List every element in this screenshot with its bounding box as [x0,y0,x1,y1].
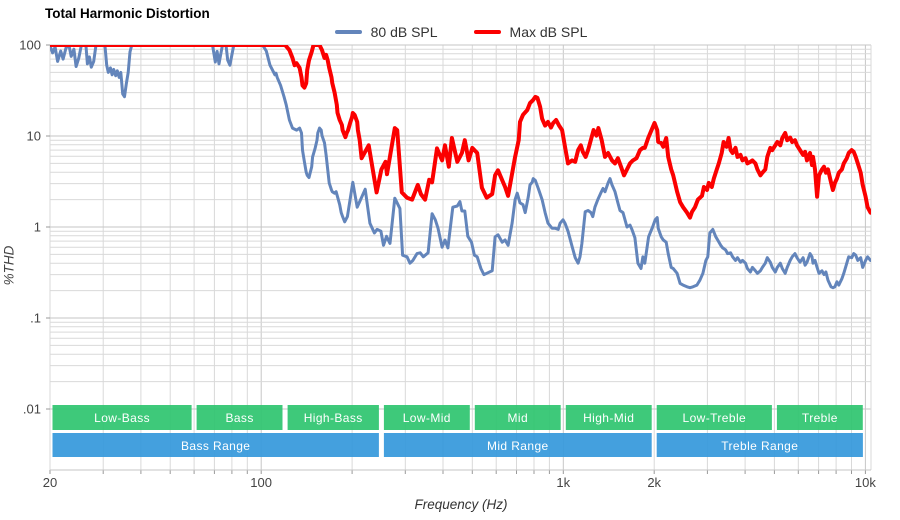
sub-band-label: High-Mid [583,411,634,425]
x-tick-label: 100 [250,475,272,490]
legend-item-80db: 80 dB SPL [334,24,438,40]
main-band-label: Bass Range [181,439,250,453]
y-tick-label: .1 [30,311,41,326]
y-tick-label: 10 [27,129,41,144]
sub-band-label: Bass [225,411,253,425]
y-tick-label: .01 [23,402,41,417]
x-axis-title: Frequency (Hz) [414,497,508,512]
legend-label-maxdb: Max dB SPL [509,24,588,40]
sub-band-low-mid: Low-Mid [383,405,470,430]
sub-band-bass: Bass [196,405,283,430]
main-band-label: Mid Range [487,439,549,453]
tick-labels: 100 10 1 .1 .01 20 100 1k 2k 10k [19,38,876,491]
sub-band-label: Mid [508,411,529,425]
series-lines [50,45,871,290]
legend-swatch-80db-icon [334,30,362,34]
main-band-label: Treble Range [721,439,798,453]
sub-band-treble: Treble [776,405,863,430]
legend-item-maxdb: Max dB SPL [473,24,588,40]
sub-band-label: Low-Mid [403,411,451,425]
legend-swatch-maxdb-icon [473,30,501,34]
series-line-80-db-spl [50,45,871,290]
sub-band-mid: Mid [474,405,561,430]
chart-title: Total Harmonic Distortion [45,6,210,21]
sub-band-label: Treble [802,411,838,425]
legend-label-80db: 80 dB SPL [370,24,438,40]
sub-band-low-treble: Low-Treble [656,405,772,430]
y-axis-title: %THD [1,245,17,286]
sub-band-label: Low-Bass [94,411,150,425]
sub-band-high-bass: High-Bass [287,405,379,430]
frequency-bands: Low-Bass Bass High-Bass Low-Mid Mid High-Mid L… [52,405,863,457]
sub-band-label: Low-Treble [683,411,747,425]
sub-band-label: High-Bass [304,411,363,425]
x-tick-label: 1k [556,475,570,490]
sub-band-low-bass: Low-Bass [52,405,192,430]
legend: 80 dB SPL Max dB SPL [0,24,900,40]
x-tick-label: 20 [43,475,57,490]
main-band-treble-range: Treble Range [656,433,863,457]
y-tick-label: 100 [19,38,41,53]
main-band-mid-range: Mid Range [383,433,652,457]
x-tick-label: 10k [855,475,876,490]
series-line-max-db-spl [50,45,871,220]
y-tick-label: 1 [34,220,41,235]
main-band-bass-range: Bass Range [52,433,379,457]
sub-band-high-mid: High-Mid [565,405,652,430]
x-tick-label: 2k [647,475,661,490]
